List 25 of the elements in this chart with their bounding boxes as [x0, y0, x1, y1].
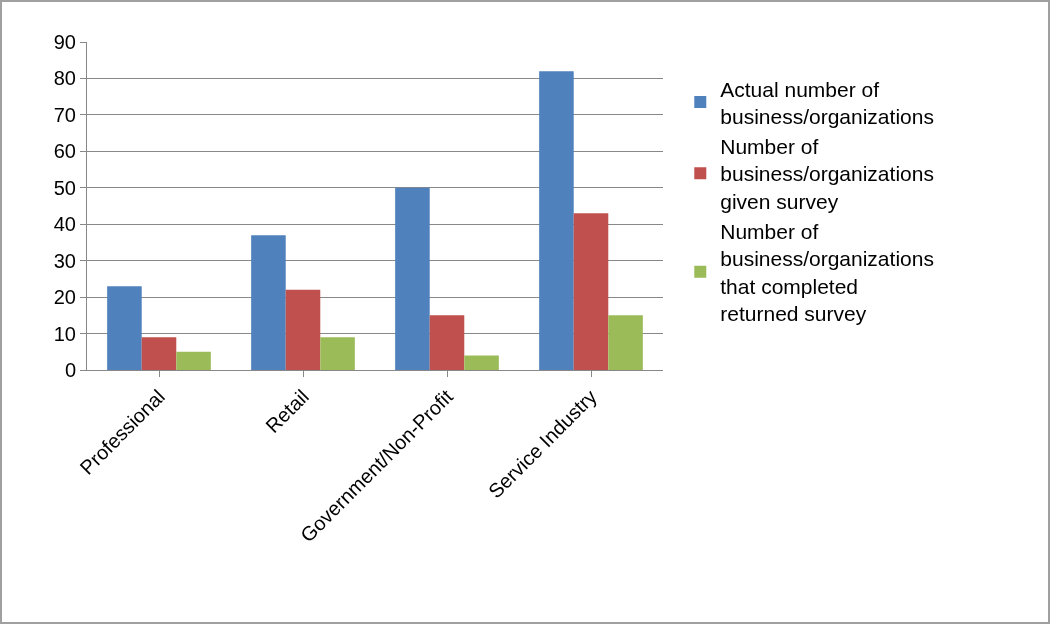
bar — [251, 235, 286, 370]
bar — [539, 71, 574, 370]
bar — [429, 315, 465, 370]
bar — [141, 337, 177, 370]
y-tick-label: 70 — [53, 103, 76, 126]
legend-label: Number of business/organizations that completed returned survey — [720, 220, 934, 325]
y-tick-label: 20 — [53, 286, 76, 309]
y-tick-label: 60 — [53, 140, 76, 163]
legend-label: Number of business/organizations given survey — [720, 135, 934, 213]
y-tick-label: 80 — [53, 67, 76, 90]
bar — [608, 315, 643, 370]
bar — [395, 187, 430, 370]
bar — [320, 337, 355, 370]
y-tick-label: 30 — [53, 249, 76, 272]
bar — [464, 355, 499, 370]
bar — [573, 213, 609, 370]
bar — [107, 286, 142, 370]
bar — [285, 289, 321, 370]
y-tick-label: 10 — [53, 322, 76, 345]
y-tick-label: 90 — [53, 31, 76, 53]
y-tick-label: 50 — [53, 176, 76, 199]
bar — [176, 351, 211, 370]
y-tick-label: 40 — [53, 213, 76, 236]
legend-label: Actual number of business/organizations — [720, 77, 934, 128]
y-tick-label: 0 — [64, 359, 76, 381]
